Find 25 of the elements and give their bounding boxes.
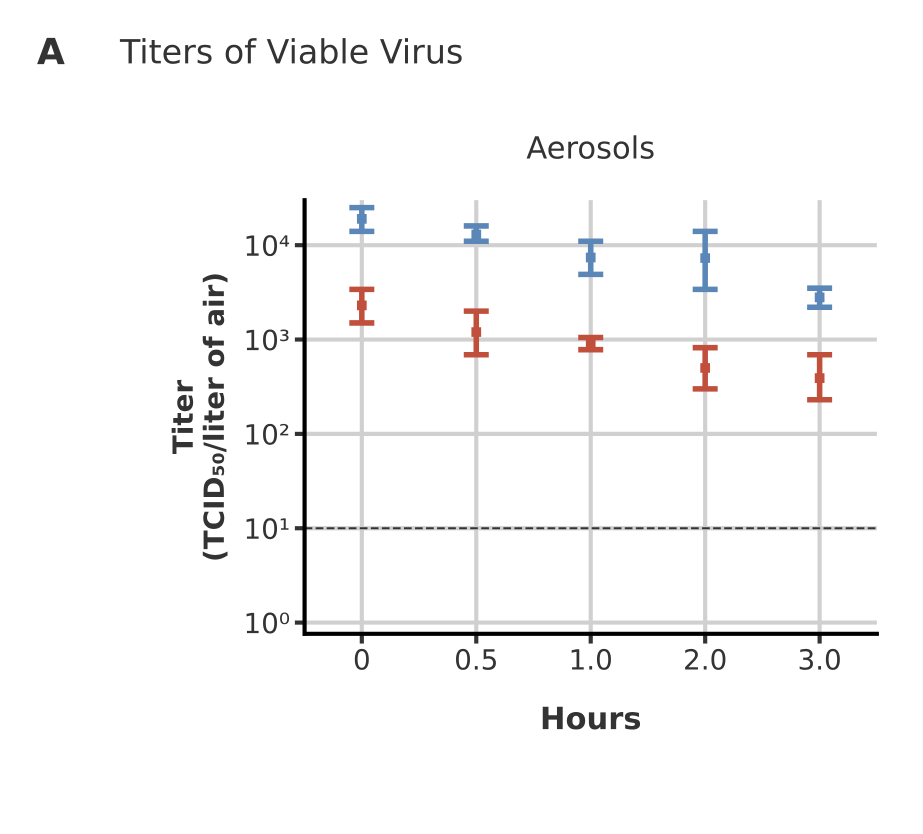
y-tick-label: 10² bbox=[246, 424, 288, 445]
x-tick-label: 0 bbox=[354, 648, 369, 670]
x-tick-label: 0.5 bbox=[456, 648, 496, 670]
point bbox=[700, 253, 710, 263]
chart-title: Titers of Viable Virus bbox=[120, 38, 462, 64]
point bbox=[586, 252, 596, 262]
point bbox=[356, 214, 367, 224]
x-tick-label: 2.0 bbox=[685, 648, 726, 670]
point bbox=[700, 363, 710, 373]
point bbox=[471, 230, 482, 240]
y-tick-label: 10⁴ bbox=[246, 235, 290, 256]
x-axis-title: Hours bbox=[542, 706, 640, 730]
y-axis-title: Titer (TCID₅₀/liter of air) bbox=[172, 274, 228, 560]
point bbox=[356, 300, 367, 310]
text: A bbox=[37, 38, 65, 64]
x-tick-label: 3.0 bbox=[800, 648, 840, 670]
point bbox=[814, 292, 824, 302]
y-tick-label: 10³ bbox=[246, 329, 289, 350]
x-tick-label: 1.0 bbox=[572, 648, 611, 670]
point bbox=[586, 338, 596, 348]
chart-subtitle: Aerosols bbox=[526, 135, 654, 159]
point bbox=[814, 373, 824, 383]
y-tick-label: 10¹ bbox=[246, 518, 288, 540]
point bbox=[471, 327, 482, 337]
y-tick-label: 10⁰ bbox=[246, 612, 290, 634]
